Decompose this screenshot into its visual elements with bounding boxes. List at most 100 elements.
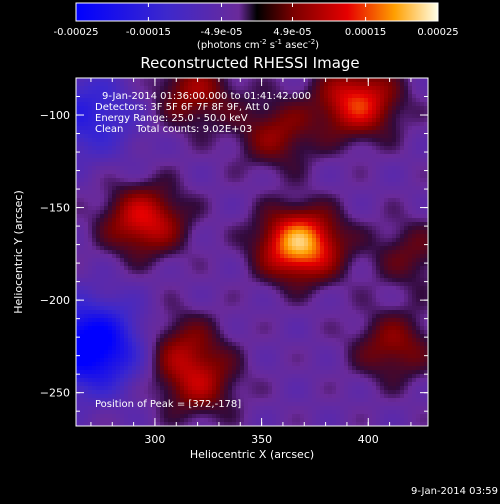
heatmap-cell (200, 146, 204, 150)
heatmap-cell (296, 126, 300, 130)
heatmap-cell (140, 194, 144, 198)
heatmap-cell (376, 158, 380, 162)
heatmap-cell (252, 86, 256, 90)
heatmap-cell (272, 226, 276, 230)
heatmap-cell (76, 146, 80, 150)
heatmap-cell (136, 190, 140, 194)
heatmap-cell (96, 198, 100, 202)
heatmap-cell (224, 142, 228, 146)
heatmap-cell (188, 158, 192, 162)
heatmap-cell (312, 246, 316, 250)
heatmap-cell (296, 250, 300, 254)
heatmap-cell (168, 146, 172, 150)
heatmap-cell (284, 102, 288, 106)
heatmap-cell (88, 78, 92, 82)
heatmap-cell (212, 302, 216, 306)
heatmap-cell (236, 230, 240, 234)
heatmap-cell (284, 154, 288, 158)
heatmap-cell (296, 222, 300, 226)
heatmap-cell (172, 262, 176, 266)
heatmap-cell (340, 178, 344, 182)
heatmap-cell (156, 138, 160, 142)
heatmap-cell (140, 274, 144, 278)
heatmap-cell (360, 258, 364, 262)
heatmap-cell (120, 274, 124, 278)
heatmap-cell (212, 214, 216, 218)
heatmap-cell (196, 238, 200, 242)
heatmap-cell (256, 302, 260, 306)
heatmap-cell (252, 134, 256, 138)
heatmap-cell (284, 114, 288, 118)
heatmap-cell (404, 218, 408, 222)
heatmap-cell (164, 182, 168, 186)
heatmap-cell (380, 286, 384, 290)
heatmap-cell (136, 266, 140, 270)
heatmap-cell (400, 274, 404, 278)
heatmap-cell (340, 90, 344, 94)
heatmap-cell (420, 254, 424, 258)
heatmap-cell (88, 294, 92, 298)
heatmap-cell (104, 246, 108, 250)
heatmap-cell (372, 106, 376, 110)
heatmap-cell (324, 90, 328, 94)
heatmap-cell (396, 134, 400, 138)
heatmap-cell (256, 198, 260, 202)
heatmap-cell (352, 210, 356, 214)
heatmap-cell (152, 286, 156, 290)
heatmap-cell (256, 238, 260, 242)
heatmap-cell (216, 226, 220, 230)
heatmap-cell (232, 298, 236, 302)
heatmap-cell (264, 294, 268, 298)
heatmap-cell (120, 242, 124, 246)
heatmap-cell (160, 174, 164, 178)
heatmap-cell (284, 250, 288, 254)
heatmap-cell (84, 142, 88, 146)
heatmap-cell (312, 82, 316, 86)
heatmap-cell (400, 114, 404, 118)
heatmap-cell (292, 258, 296, 262)
heatmap-cell (408, 282, 412, 286)
heatmap-cell (180, 142, 184, 146)
heatmap-cell (268, 82, 272, 86)
heatmap-cell (320, 170, 324, 174)
heatmap-cell (208, 202, 212, 206)
heatmap-cell (280, 146, 284, 150)
heatmap-cell (272, 110, 276, 114)
heatmap-cell (172, 238, 176, 242)
heatmap-cell (288, 194, 292, 198)
heatmap-cell (380, 218, 384, 222)
heatmap-cell (180, 274, 184, 278)
heatmap-cell (160, 274, 164, 278)
heatmap-cell (284, 198, 288, 202)
heatmap-cell (200, 242, 204, 246)
heatmap-cell (76, 282, 80, 286)
heatmap-cell (404, 142, 408, 146)
heatmap-cell (368, 246, 372, 250)
heatmap-cell (400, 194, 404, 198)
heatmap-cell (392, 202, 396, 206)
heatmap-cell (152, 82, 156, 86)
heatmap-cell (364, 166, 368, 170)
heatmap-cell (372, 146, 376, 150)
heatmap-cell (264, 266, 268, 270)
heatmap-cell (248, 230, 252, 234)
heatmap-cell (256, 186, 260, 190)
heatmap-cell (240, 266, 244, 270)
heatmap-cell (408, 110, 412, 114)
heatmap-cell (272, 214, 276, 218)
heatmap-cell (280, 234, 284, 238)
heatmap-cell (216, 142, 220, 146)
heatmap-cell (132, 154, 136, 158)
heatmap-cell (128, 278, 132, 282)
heatmap-cell (384, 118, 388, 122)
heatmap-cell (304, 118, 308, 122)
heatmap-cell (248, 146, 252, 150)
heatmap-cell (156, 214, 160, 218)
heatmap-cell (412, 294, 416, 298)
heatmap-cell (192, 254, 196, 258)
heatmap-cell (280, 254, 284, 258)
heatmap-cell (336, 298, 340, 302)
heatmap-cell (288, 202, 292, 206)
heatmap-cell (384, 166, 388, 170)
heatmap-cell (204, 194, 208, 198)
